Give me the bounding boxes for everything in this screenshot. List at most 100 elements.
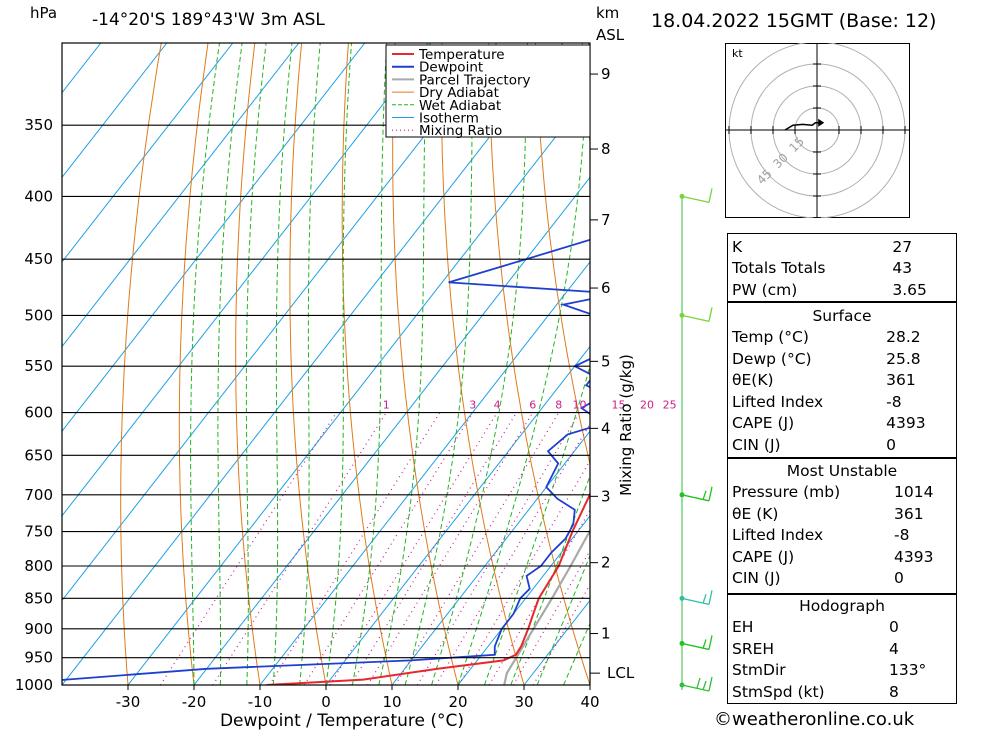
wet-adiabat-line [217, 43, 243, 685]
hodo-label: SREH [732, 639, 775, 658]
km-tick-label: 7 [601, 211, 611, 229]
km-tick-label: 8 [601, 140, 611, 158]
mu-value: 1014 [894, 483, 934, 502]
index-row: K 27 [728, 236, 956, 258]
credit-link[interactable]: ©weatheronline.co.uk [714, 709, 915, 730]
pressure-tick-label: 500 [24, 306, 53, 324]
wet-adiabat-line [299, 43, 321, 685]
surface-row: Temp (°C) 28.2 [728, 327, 956, 349]
mu-row: Pressure (mb) 1014 [728, 482, 956, 504]
wind-barb-shaft [681, 642, 710, 651]
surface-row: Lifted Index -8 [728, 391, 956, 413]
dry-adiabat-line [629, 43, 720, 685]
legend-isotherm: Isotherm [419, 111, 479, 127]
pressure-tick-label: 650 [24, 446, 53, 464]
mu-label: CIN (J) [732, 569, 781, 588]
hodograph-trace [784, 122, 821, 131]
km-tick-label: 2 [601, 554, 611, 572]
isotherm-line [62, 43, 432, 517]
pressure-tick-label: 400 [24, 187, 53, 205]
mu-label: Pressure (mb) [732, 483, 841, 502]
skewt-chart: 1 3 4 6 8 10 15 20 25350400450500550600650700750… [15, 42, 720, 731]
legend-parcel-trajectory: Parcel Trajectory [419, 72, 531, 88]
surface-label: Dewp (°C) [732, 349, 812, 368]
wind-barb-shaft [681, 684, 710, 692]
hodo-value: 4 [888, 639, 899, 658]
isotherm-line [62, 43, 300, 348]
mixing-ratio-label: 20 [640, 399, 654, 412]
mu-value: 0 [894, 569, 904, 588]
wet-adiabat-line [272, 43, 293, 685]
x-tick-label: 40 [580, 693, 599, 711]
mu-label: θE (K) [732, 504, 779, 523]
wind-barb-flag [708, 188, 713, 203]
hodo-row: EH 0 [728, 617, 956, 639]
most-unstable-title: Most Unstable [786, 461, 898, 480]
mu-row: Lifted Index -8 [728, 525, 956, 547]
dry-adiabat-line [289, 43, 327, 685]
index-label: K [732, 237, 743, 256]
wind-barb-shaft [681, 195, 710, 204]
isotherm-line [127, 91, 590, 685]
surface-label: Lifted Index [732, 392, 824, 411]
x-tick-label: -20 [182, 693, 207, 711]
mixing-ratio-label: 6 [529, 399, 536, 412]
wet-adiabat-line [510, 474, 590, 685]
hodo-row: StmDir 133° [728, 660, 956, 682]
surface-title: Surface [812, 306, 872, 325]
mu-row: CIN (J) 0 [728, 568, 956, 590]
mixing-ratio-line [329, 412, 498, 685]
index-value: 43 [892, 259, 913, 278]
wet-adiabat-line [190, 43, 220, 685]
wind-barb-flag [708, 307, 713, 322]
pressure-tick-label: 550 [24, 357, 53, 375]
surface-row: CIN (J) 0 [728, 434, 956, 456]
mixing-ratio-line [394, 412, 560, 685]
mixing-ratio-axis-label: Mixing Ratio (g/kg) [617, 354, 635, 496]
surface-row: θE(K) 361 [728, 370, 956, 392]
index-value: 27 [892, 237, 913, 256]
wind-barb-flag [708, 635, 713, 650]
pressure-tick-label: 1000 [15, 676, 53, 694]
index-label: Totals Totals [732, 259, 826, 278]
index-label: PW (cm) [732, 280, 798, 299]
wet-adiabat-line [325, 43, 352, 685]
hodograph-unit: kt [732, 47, 743, 60]
km-tick-label: 4 [601, 419, 611, 437]
dewpoint-profile [62, 238, 590, 681]
hodo-value: 8 [888, 682, 899, 701]
km-unit-label: km [596, 4, 620, 22]
index-row: Totals Totals 43 [728, 258, 956, 280]
legend-mixing-ratio: Mixing Ratio [419, 123, 502, 139]
x-tick-label: 0 [321, 693, 331, 711]
mu-value: 361 [894, 504, 924, 523]
mixing-ratio-label: 8 [555, 399, 562, 412]
surface-value: 0 [886, 435, 896, 454]
wet-adiabat-line [245, 43, 267, 685]
pressure-tick-label: 350 [24, 116, 53, 134]
surface-value: -8 [886, 392, 902, 411]
wet-adiabat-line [404, 43, 474, 685]
surface-value: 4393 [886, 414, 926, 433]
hodo-label: StmSpd (kt) [732, 682, 825, 701]
pressure-tick-label: 800 [24, 557, 53, 575]
wind-barb-shaft [681, 314, 710, 323]
wind-barb-flag [708, 590, 713, 605]
km-tick-label: 9 [601, 65, 611, 83]
surface-label: Temp (°C) [732, 328, 809, 347]
hodo-value: 0 [888, 618, 899, 637]
wind-barb-flag [702, 680, 707, 691]
x-tick-label: -30 [116, 693, 141, 711]
hodo-row: StmSpd (kt) 8 [728, 681, 956, 703]
mixing-ratio-label: 25 [663, 399, 677, 412]
dry-adiabat-line [392, 43, 459, 685]
surface-label: CAPE (J) [732, 414, 795, 433]
km-tick-label: 3 [601, 487, 611, 505]
mu-value: -8 [894, 526, 910, 545]
asl-unit-label: ASL [596, 26, 625, 44]
mixing-ratio-line [532, 583, 590, 685]
surface-label: CIN (J) [732, 435, 781, 454]
hodo-row: SREH 4 [728, 638, 956, 660]
km-tick-label: 1 [601, 625, 611, 643]
